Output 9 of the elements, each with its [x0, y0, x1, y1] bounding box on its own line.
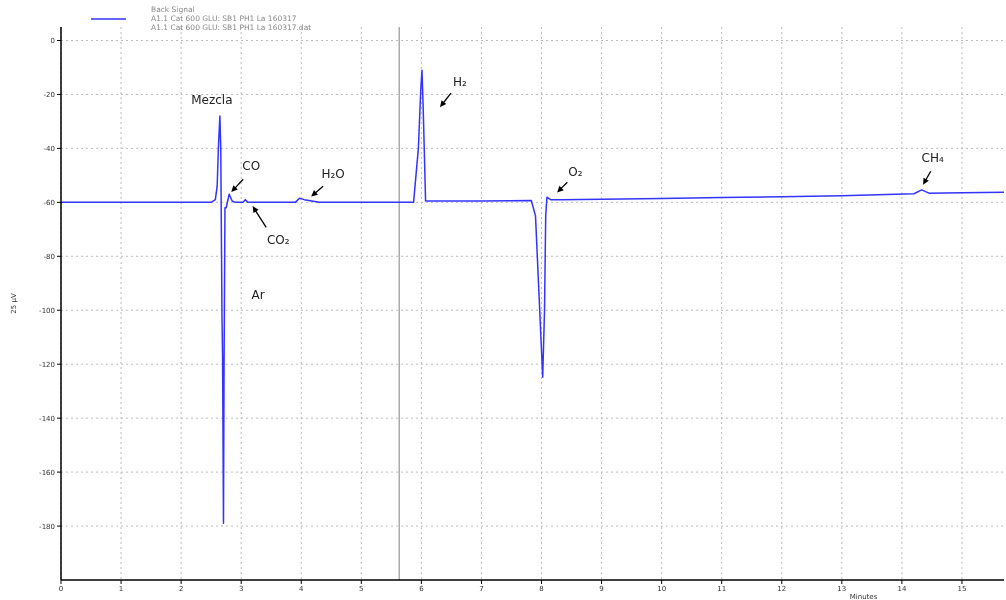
annotation: H₂: [453, 75, 468, 90]
annotation: H₂O: [321, 167, 345, 182]
annotation: Ar: [251, 288, 265, 302]
annotation: CO: [242, 159, 261, 174]
annotation: Mezcla: [191, 93, 233, 108]
line-series: [60, 69, 1005, 525]
annotation: CO₂: [266, 233, 290, 248]
annotation: O₂: [568, 165, 583, 180]
annotation: CH₄: [921, 151, 945, 166]
